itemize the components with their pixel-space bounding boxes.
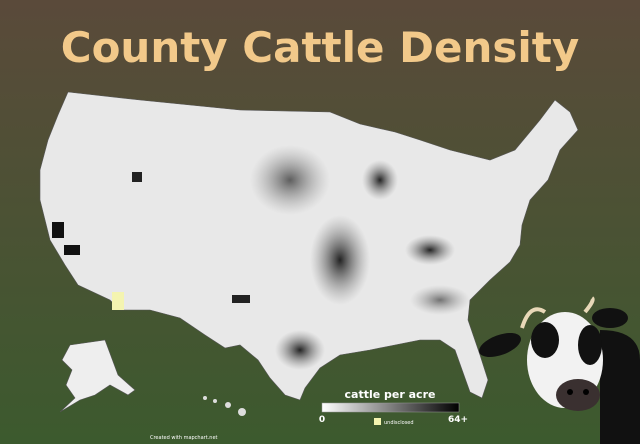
legend-ramp <box>321 402 460 413</box>
cow <box>479 296 640 444</box>
legend-min: 0 <box>319 415 325 425</box>
legend-max: 64+ <box>448 415 468 425</box>
undisclosed-swatch <box>374 418 381 425</box>
density-patches <box>52 145 470 370</box>
credit: Created with mapchart.net <box>150 435 218 441</box>
title: County Cattle Density <box>61 23 579 72</box>
hawaii <box>203 396 246 416</box>
undisclosed-label: undisclosed <box>384 420 414 426</box>
alaska <box>59 339 136 413</box>
legend-title: cattle per acre <box>345 388 436 401</box>
